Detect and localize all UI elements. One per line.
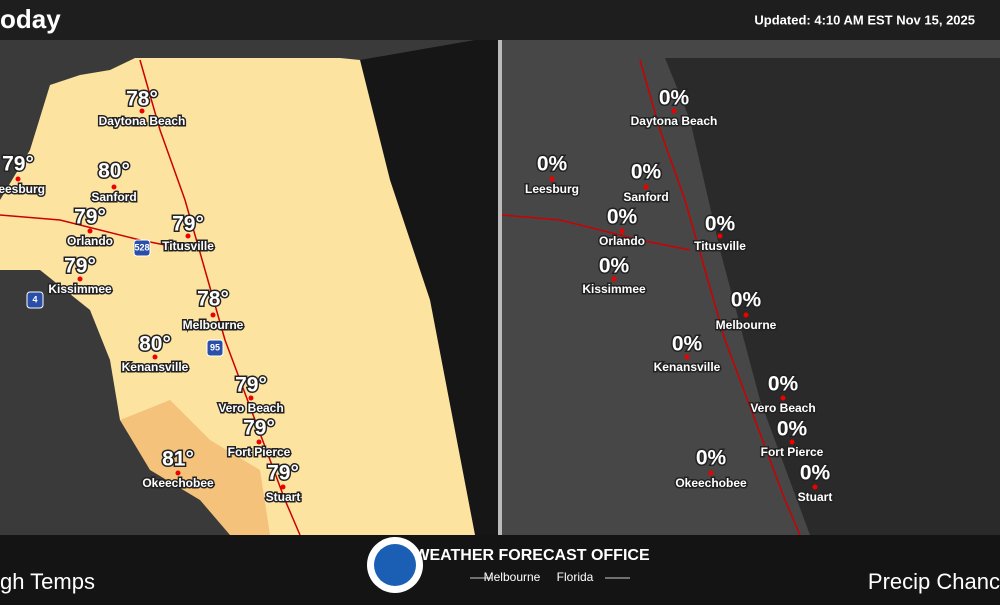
road [0,214,191,251]
divider [498,40,502,535]
highway-shield [133,239,151,257]
city-dot [139,108,145,114]
city-dot [77,276,83,282]
city-dot [175,470,181,476]
city-name: Vero Beach [750,401,815,415]
city-value: 81° [162,448,194,471]
right-label: Precip Chanc [868,569,1000,594]
city-dot [280,484,286,490]
city-name: Melbourne [716,318,777,332]
city-name: Daytona Beach [99,114,186,128]
city-dot [111,184,117,190]
city-value: 79° [2,153,34,176]
city-value: 79° [172,213,204,236]
left-label: gh Temps [0,569,95,594]
city-name: Vero Beach [218,401,283,415]
warm-area [120,400,270,535]
city-value: 80° [139,333,171,356]
city-dot [717,233,723,239]
office-state: Florida [557,570,594,584]
city-value: 0% [599,255,630,278]
city-dot [210,312,216,318]
city-dot [812,484,818,490]
office-city: Melbourne [484,570,541,584]
city-name: Melbourne [183,318,244,332]
highway-label: 4 [32,294,37,304]
city-dot [619,228,625,234]
city-value: 0% [696,447,727,470]
city-name: Kissimmee [582,282,646,296]
highway-label: 95 [210,342,220,352]
city-value: 79° [267,462,299,485]
city-value: 0% [705,213,736,236]
city-name: Sanford [623,190,668,204]
city-dot [15,176,21,182]
forecast-area [0,58,475,535]
city-name: Fort Pierce [761,445,824,459]
header-bar [0,0,1000,40]
city-name: Okeechobee [142,476,214,490]
city-name: Kenansville [654,360,721,374]
road [639,59,801,536]
city-value: 79° [235,374,267,397]
city-dot [684,354,690,360]
left-ocean [360,40,498,535]
city-dot [611,276,617,282]
city-name: Sanford [91,190,136,204]
city-name: Titusville [694,239,746,253]
city-value: 79° [64,255,96,278]
road [501,214,691,251]
footer-bar [0,535,1000,600]
right-ocean [665,58,1000,535]
city-name: Fort Pierce [228,445,291,459]
city-dot [549,176,555,182]
highway-shield [206,339,224,357]
city-name: Kissimmee [48,282,112,296]
city-value: 0% [672,333,703,356]
city-value: 78° [126,88,158,111]
city-dot [780,395,786,401]
city-value: 79° [74,206,106,229]
city-dot [87,228,93,234]
office: WEATHER FORECAST OFFICE [414,547,650,564]
city-dot [708,470,714,476]
city-dot [789,439,795,445]
updated: Updated: 4:10 AM EST Nov 15, 2025 [754,12,975,27]
city-value: 0% [800,462,831,485]
city-value: 0% [777,418,808,441]
city-value: 0% [537,153,568,176]
city-value: 0% [607,206,638,229]
city-name: Leesburg [0,182,45,196]
city-dot [743,312,749,318]
city-dot [643,184,649,190]
city-dot [152,354,158,360]
city-name: Daytona Beach [631,114,718,128]
city-name: Stuart [266,490,301,504]
city-name: Leesburg [525,182,579,196]
city-name: Stuart [798,490,833,504]
road [139,59,301,536]
city-dot [248,395,254,401]
city-name: Kenansville [122,360,189,374]
city-dot [256,439,262,445]
city-value: 0% [659,87,690,110]
city-value: 0% [768,373,799,396]
highway-shield [26,291,44,309]
city-name: Orlando [599,234,645,248]
city-value: 79° [243,417,275,440]
city-value: 0% [631,161,662,184]
highway-label: 528 [134,242,149,252]
title: oday [0,4,61,34]
city-name: Orlando [67,234,113,248]
city-name: Okeechobee [675,476,747,490]
city-value: 78° [197,288,229,311]
city-value: 80° [98,160,130,183]
city-value: 0% [731,289,762,312]
logo-inner [374,544,416,586]
city-dot [185,233,191,239]
city-name: Titusville [162,239,214,253]
city-dot [671,108,677,114]
